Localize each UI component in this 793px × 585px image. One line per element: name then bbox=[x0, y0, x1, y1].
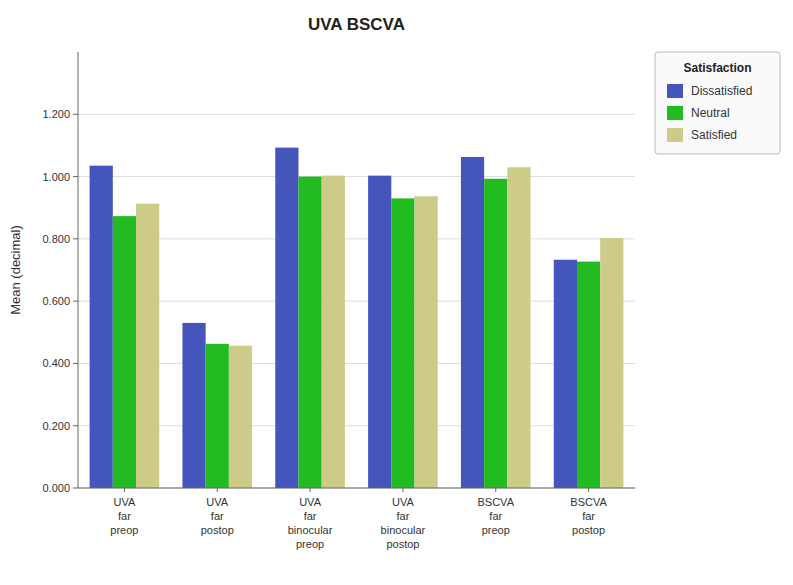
bar bbox=[484, 179, 507, 488]
x-tick-label-line: preop bbox=[482, 524, 510, 536]
x-tick bbox=[310, 488, 311, 492]
legend-swatch bbox=[667, 84, 683, 98]
y-tick-label: 1.000 bbox=[42, 171, 70, 183]
bar bbox=[298, 177, 321, 488]
y-tick bbox=[73, 114, 78, 115]
legend-label: Neutral bbox=[691, 106, 730, 120]
x-tick-label: UVA far preop bbox=[110, 496, 138, 536]
y-axis-line bbox=[78, 52, 79, 488]
x-tick-label: UVA far binocular preop bbox=[288, 496, 333, 550]
x-tick bbox=[402, 488, 403, 492]
legend: Satisfaction Dissatisfied Neutral Satisfied bbox=[655, 52, 780, 154]
y-tick-label: 0.400 bbox=[42, 357, 70, 369]
x-tick-label-line: BSCVA bbox=[478, 496, 515, 508]
grid bbox=[78, 114, 635, 488]
bar bbox=[391, 198, 414, 488]
bar bbox=[90, 166, 113, 488]
y-tick-label: 0.600 bbox=[42, 295, 70, 307]
x-tick-label-line: preop bbox=[296, 538, 324, 550]
x-tick-label-line: postop bbox=[572, 524, 605, 536]
x-axis-line bbox=[78, 488, 635, 489]
bar bbox=[275, 148, 298, 488]
grid-line bbox=[78, 238, 635, 239]
y-tick bbox=[73, 301, 78, 302]
bar bbox=[136, 204, 159, 488]
x-tick bbox=[217, 488, 218, 492]
y-tick bbox=[73, 363, 78, 364]
bar bbox=[600, 238, 623, 488]
x-tick-label-line: UVA bbox=[299, 496, 321, 508]
legend-label: Dissatisfied bbox=[691, 84, 752, 98]
legend-label: Satisfied bbox=[691, 128, 737, 142]
bar bbox=[182, 323, 205, 488]
x-tick-label-line: binocular bbox=[288, 524, 333, 536]
x-tick-label: UVA far postop bbox=[201, 496, 234, 536]
title: UVA BSCVA bbox=[308, 15, 405, 34]
x-tick-label-line: far bbox=[489, 510, 502, 522]
x-tick-label-line: BSCVA bbox=[570, 496, 607, 508]
grid-line bbox=[78, 114, 635, 115]
x-tick bbox=[495, 488, 496, 492]
grid-line bbox=[78, 363, 635, 364]
x-tick-label-line: binocular bbox=[381, 524, 426, 536]
grid-line bbox=[78, 425, 635, 426]
x-tick-label: BSCVA far preop bbox=[478, 496, 515, 536]
legend-title: Satisfaction bbox=[683, 61, 751, 75]
y-tick-label: 1.200 bbox=[42, 108, 70, 120]
y-tick-label: 0.000 bbox=[42, 482, 70, 494]
x-tick-label: UVA far binocular postop bbox=[381, 496, 426, 550]
bar bbox=[415, 196, 438, 488]
x-tick bbox=[588, 488, 589, 492]
x-tick-label-line: far bbox=[582, 510, 595, 522]
y-tick-label: 0.800 bbox=[42, 233, 70, 245]
x-tick-label-line: far bbox=[396, 510, 409, 522]
bar bbox=[368, 176, 391, 488]
grid-line bbox=[78, 488, 635, 489]
x-tick-label-line: UVA bbox=[206, 496, 228, 508]
x-tick bbox=[124, 488, 125, 492]
y-tick bbox=[73, 176, 78, 177]
bar bbox=[461, 157, 484, 488]
legend-swatch bbox=[667, 128, 683, 142]
x-tick-label-line: far bbox=[118, 510, 131, 522]
x-tick-label-line: far bbox=[211, 510, 224, 522]
y-tick bbox=[73, 488, 78, 489]
y-tick bbox=[73, 238, 78, 239]
grid-line bbox=[78, 301, 635, 302]
y-tick bbox=[73, 425, 78, 426]
y-tick-label: 0.200 bbox=[42, 420, 70, 432]
x-tick-label-line: far bbox=[304, 510, 317, 522]
x-tick-label-line: UVA bbox=[114, 496, 136, 508]
legend-box bbox=[655, 52, 780, 154]
bar bbox=[507, 167, 530, 488]
bar bbox=[113, 216, 136, 488]
grid-line bbox=[78, 176, 635, 177]
chart: UVA BSCVA Mean (decimal) 0.000 0.200 0.400 0.… bbox=[0, 0, 793, 585]
y-axis-label: Mean (decimal) bbox=[8, 225, 23, 315]
legend-swatch bbox=[667, 106, 683, 120]
bar bbox=[577, 262, 600, 488]
x-tick-label-line: postop bbox=[201, 524, 234, 536]
x-tick-label-line: UVA bbox=[392, 496, 414, 508]
bar bbox=[206, 344, 229, 488]
x-tick-label-line: postop bbox=[386, 538, 419, 550]
bars bbox=[90, 148, 624, 488]
bar bbox=[229, 346, 252, 488]
bar bbox=[554, 260, 577, 488]
x-tick-label: BSCVA far postop bbox=[570, 496, 607, 536]
bar bbox=[322, 176, 345, 488]
x-tick-label-line: preop bbox=[110, 524, 138, 536]
